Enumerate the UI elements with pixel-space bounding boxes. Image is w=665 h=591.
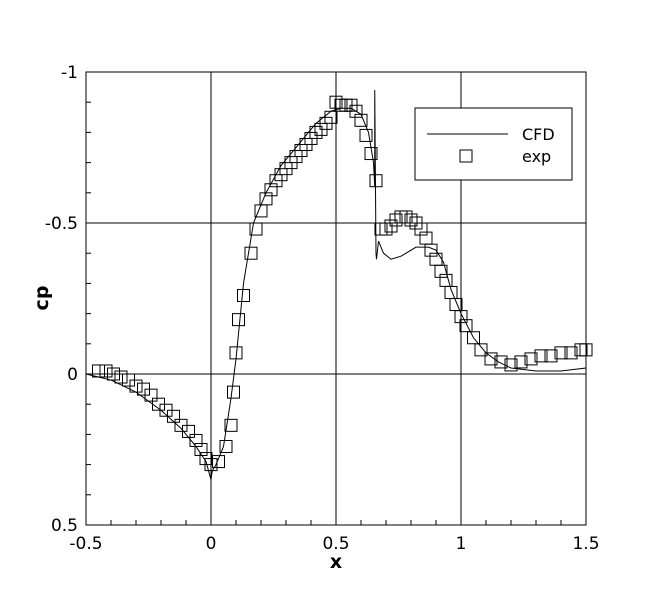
exp-data-point: [114, 370, 128, 384]
x-tick-label: 0: [206, 534, 217, 554]
exp-data-point: [107, 367, 120, 381]
ticks: [85, 71, 587, 526]
legend: CFD exp: [414, 107, 573, 181]
exp-data-point: [224, 418, 238, 432]
exp-data-point: [227, 385, 240, 399]
x-tick-label: 1.5: [572, 534, 599, 554]
exp-data-point: [129, 379, 143, 393]
x-tick-label: 1: [456, 534, 467, 554]
exp-data-point: [459, 319, 473, 333]
exp-data-point: [467, 331, 480, 345]
exp-data-point: [92, 364, 105, 378]
y-axis-title: cp: [31, 286, 53, 311]
exp-data-point: [189, 433, 203, 447]
exp-data-point: [264, 183, 278, 197]
exp-data-point: [484, 352, 498, 366]
exp-data-point: [329, 95, 343, 109]
y-tick-label: 0: [67, 365, 78, 385]
exp-data-point: [182, 424, 195, 438]
exp-data-point: [324, 110, 338, 124]
exp-data-point: [249, 222, 263, 236]
exp-data-point: [244, 246, 258, 260]
exp-data-point: [359, 128, 373, 142]
exp-data-point: [404, 213, 418, 227]
tick-labels: -0.5 0 0.5 1 1.5 -1 -0.5 0 0.5: [45, 63, 600, 554]
exp-data-point: [219, 439, 233, 453]
series: [85, 90, 593, 480]
exp-data-point: [564, 346, 578, 360]
exp-data-point: [259, 192, 273, 206]
exp-data-point: [524, 352, 538, 366]
exp-data-point: [212, 455, 225, 469]
x-tick-label: 0.5: [322, 534, 349, 554]
exp-data-point: [354, 113, 368, 127]
x-axis-title: x: [330, 551, 342, 573]
exp-data-point: [309, 125, 323, 139]
exp-data-point: [194, 443, 208, 456]
cfd-series-line: [85, 90, 587, 480]
x-tick-label: -0.5: [69, 534, 102, 554]
exp-data-point: [369, 174, 383, 188]
y-tick-label: -0.5: [45, 214, 78, 234]
legend-box: [414, 107, 573, 181]
exp-data-point: [454, 310, 468, 324]
exp-data-point: [232, 313, 245, 327]
y-tick-label: -1: [61, 63, 78, 83]
legend-cfd-label: CFD: [522, 125, 555, 144]
exp-data-point: [424, 243, 438, 257]
exp-data-point: [167, 409, 180, 423]
exp-data-point: [434, 264, 448, 278]
exp-data-point: [554, 346, 568, 360]
exp-data-point: [544, 349, 558, 363]
exp-data-point: [389, 213, 403, 227]
legend-exp-label: exp: [522, 147, 551, 166]
exp-data-point: [364, 147, 378, 161]
exp-data-point: [534, 349, 548, 363]
exp-data-point: [379, 222, 393, 236]
exp-data-point: [237, 288, 250, 302]
exp-data-point: [229, 346, 243, 360]
exp-data-point: [504, 358, 518, 372]
exp-data-point: [204, 458, 218, 472]
legend-exp-marker: [459, 149, 473, 163]
exp-data-point: [414, 222, 428, 236]
exp-data-point: [144, 388, 158, 402]
exp-data-point: [349, 104, 363, 118]
exp-data-point: [474, 343, 488, 357]
y-tick-label: 0.5: [51, 516, 78, 536]
exp-data-point: [99, 364, 113, 378]
exp-data-point: [494, 355, 508, 369]
exp-data-point: [514, 355, 528, 369]
